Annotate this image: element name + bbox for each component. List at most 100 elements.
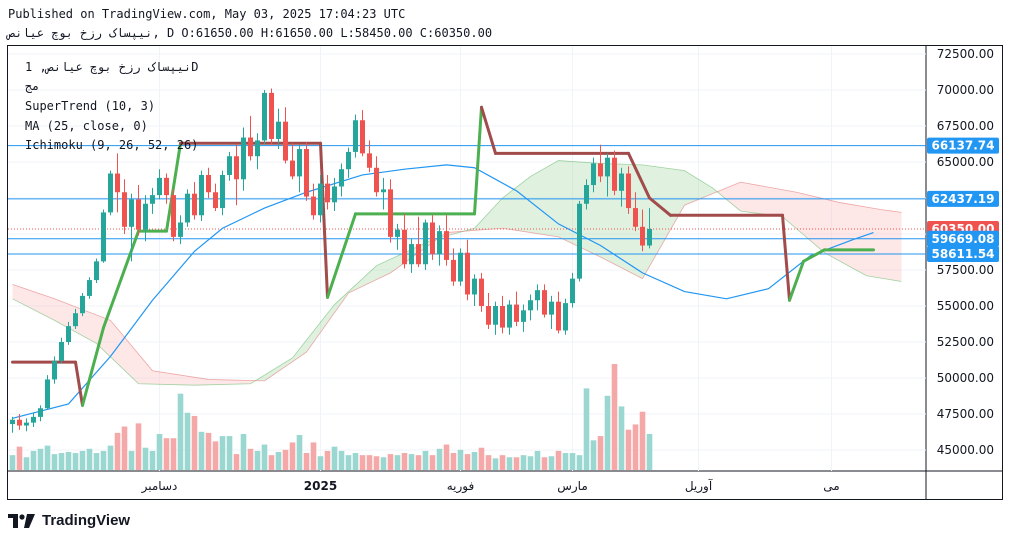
symbol-ohlc-line: نیپساک رزخ بوچ عیانص, D O:61650.00 H:616…	[8, 26, 493, 40]
candle-body	[451, 259, 456, 282]
ichimoku-cloud-segment	[264, 370, 272, 381]
volume-bar	[611, 364, 618, 470]
volume-bar	[450, 453, 457, 470]
candle-body	[633, 208, 638, 227]
volume-bar	[23, 457, 30, 470]
ichimoku-cloud-segment	[194, 377, 202, 386]
volume-bar	[72, 453, 79, 470]
legend-symbol: نیپساک رزخ بوچ عیانص, 1D	[25, 60, 199, 74]
volume-bar	[191, 415, 198, 470]
ichimoku-cloud-segment	[299, 340, 307, 357]
candle-body	[626, 173, 631, 209]
candle-body	[248, 137, 253, 157]
ichimoku-cloud-segment	[537, 168, 545, 235]
candle-body	[556, 301, 561, 331]
supertrend-segment	[473, 105, 483, 216]
ichimoku-cloud-segment	[887, 210, 895, 281]
volume-bar	[170, 438, 177, 470]
ichimoku-cloud-segment	[82, 309, 90, 340]
ichimoku-cloud-segment	[383, 259, 391, 277]
time-tick-label: می	[823, 479, 839, 493]
volume-bar	[359, 455, 366, 470]
candle-body	[416, 244, 421, 265]
ichimoku-cloud-segment	[278, 362, 286, 372]
candle-body	[66, 326, 71, 342]
volume-bar	[219, 436, 226, 470]
volume-bar	[506, 457, 513, 470]
candle-body	[171, 195, 176, 237]
price-tick-label: 65000.00	[937, 155, 994, 169]
volume-bar	[310, 442, 317, 470]
price-chart[interactable]: 72500.0070000.0067500.0065000.0062500.00…	[8, 46, 1002, 499]
ichimoku-cloud-segment	[684, 170, 692, 206]
candle-body	[311, 196, 316, 216]
chart-frame[interactable]: 72500.0070000.0067500.0065000.0062500.00…	[7, 45, 1003, 500]
price-badge-bg	[927, 230, 999, 247]
volume-bar	[107, 445, 114, 470]
ichimoku-cloud-segment	[817, 197, 825, 253]
tradingview-logo-icon	[8, 513, 35, 528]
volume-bar	[135, 423, 142, 470]
candle-body	[472, 278, 477, 295]
ichimoku-cloud-segment	[558, 160, 566, 241]
legend-ma[interactable]: MA (25, close, 0)	[25, 119, 148, 133]
volume-bar	[240, 433, 247, 470]
ichimoku-cloud-segment	[47, 296, 55, 321]
tradingview-logo[interactable]: TradingView	[8, 512, 130, 529]
volume-bar	[317, 456, 324, 470]
price-badge-label: 59669.08	[931, 232, 994, 246]
ichimoku-cloud-segment	[33, 291, 41, 314]
price-badge-label: 66137.74	[931, 139, 994, 153]
legend-ichimoku[interactable]: Ichimoku (9, 26, 52, 26)	[25, 138, 199, 152]
candle-body	[283, 121, 288, 161]
volume-bar	[604, 395, 611, 470]
ichimoku-cloud-segment	[61, 301, 69, 329]
candle-body	[444, 231, 449, 260]
volume-bar	[177, 393, 184, 470]
volume-bar	[597, 436, 604, 470]
price-tick-label: 67500.00	[937, 119, 994, 133]
ichimoku-cloud-segment	[635, 164, 643, 279]
legend-supertrend[interactable]: SuperTrend (10, 3)	[25, 99, 156, 113]
volume-bar	[156, 433, 163, 470]
ichimoku-cloud-segment	[663, 167, 671, 242]
ichimoku-cloud-segment	[740, 182, 748, 212]
candle-body	[528, 300, 533, 311]
ichimoku-cloud-segment	[544, 164, 552, 236]
volume-bar	[492, 458, 499, 470]
legend-sub: مج	[25, 79, 40, 93]
volume-bar	[513, 457, 520, 470]
price-tick-label: 70000.00	[937, 83, 994, 97]
ichimoku-cloud-segment	[110, 320, 118, 364]
candle-body	[304, 149, 309, 197]
candle-body	[129, 199, 134, 227]
volume-bar	[632, 424, 639, 470]
candle-body	[612, 157, 617, 191]
candle-body	[409, 244, 414, 265]
candle-body	[374, 167, 379, 193]
ichimoku-cloud-segment	[880, 209, 888, 280]
ichimoku-cloud-segment	[705, 183, 713, 197]
volume-bar	[422, 450, 429, 470]
ichimoku-cloud-segment	[152, 370, 160, 385]
volume-bar	[65, 451, 72, 470]
volume-bar	[226, 436, 233, 470]
volume-bar	[478, 447, 485, 470]
candle-body	[563, 303, 568, 331]
ichimoku-cloud-segment	[677, 169, 685, 218]
volume-bar	[401, 453, 408, 470]
candle-body	[332, 186, 337, 203]
ichimoku-cloud-segment	[222, 379, 230, 385]
volume-bar	[114, 432, 121, 470]
candle-body	[87, 280, 92, 296]
volume-bar	[520, 455, 527, 470]
supertrend-segment	[326, 212, 357, 299]
volume-bar	[387, 454, 394, 470]
candle-body	[500, 306, 505, 328]
ichimoku-cloud-segment	[803, 193, 811, 241]
volume-bar	[373, 456, 380, 470]
ichimoku-cloud-segment	[782, 189, 790, 223]
ichimoku-cloud-segment	[859, 205, 867, 276]
supertrend-segment	[74, 360, 84, 407]
ichimoku-cloud-segment	[481, 213, 489, 230]
